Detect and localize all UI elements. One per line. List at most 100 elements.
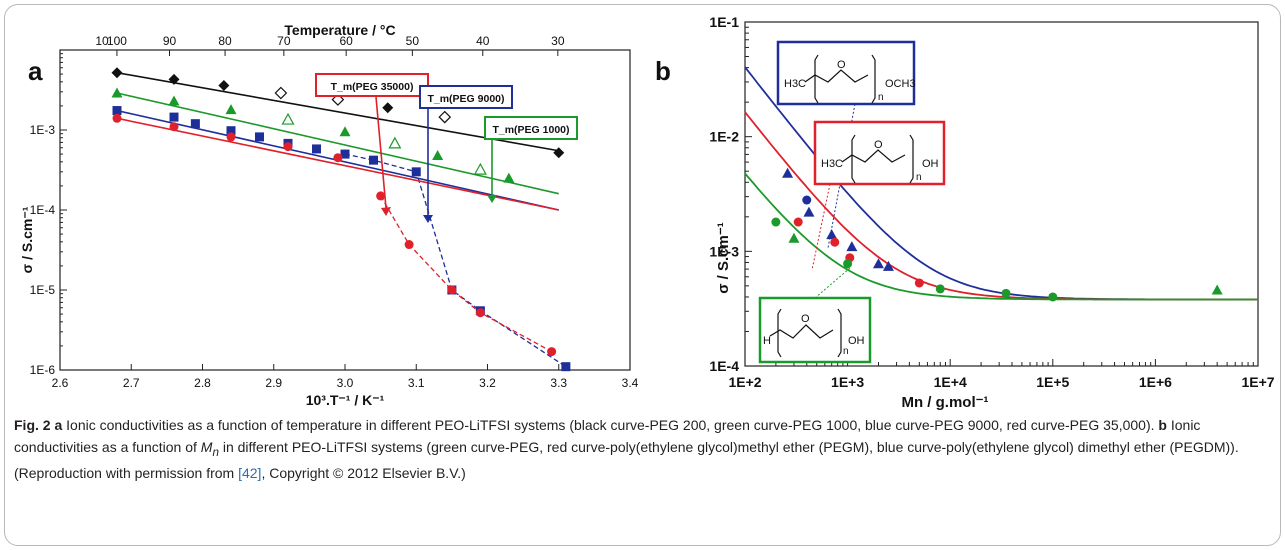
panel-a-data-point xyxy=(376,191,386,201)
panel-a-data-point xyxy=(226,126,236,136)
panel-a-data-point xyxy=(438,110,452,124)
panel-b-x-tick-label: 1E+2 xyxy=(728,374,761,390)
panel-a-axes-frame xyxy=(59,49,631,371)
panel-a-top-tick-label: 80 xyxy=(218,34,232,48)
panel-a-data-point xyxy=(340,149,350,159)
pegm-h3c-text: H3C xyxy=(821,158,843,170)
panel-b-x-axis-title: Mn / g.mol⁻¹ xyxy=(901,394,988,410)
panel-a-data-point xyxy=(112,106,122,116)
caption-b-label: b xyxy=(1158,417,1167,433)
panel-a-data-point xyxy=(281,112,295,125)
panel-a-data-point xyxy=(169,122,179,132)
peg-structure-box: H O n OH xyxy=(758,296,872,364)
panel-b-data-point xyxy=(802,195,812,205)
caption-mn-sub: n xyxy=(212,445,219,459)
pegm-oh-text: OH xyxy=(922,158,939,170)
panel-a-top-tick-label: 90 xyxy=(163,34,177,48)
panel-a-data-point xyxy=(475,308,485,318)
panel-b-data-point xyxy=(782,167,794,178)
panel-b-x-tick-label: 1E+3 xyxy=(831,374,864,390)
panel-a-y-tick-label: 1E-3 xyxy=(30,123,56,137)
panel-a-data-point xyxy=(226,132,236,142)
panel-a-data-point xyxy=(331,93,345,106)
panel-a-data-point xyxy=(447,285,457,295)
panel-a-data-point xyxy=(369,155,378,165)
caption-b-text-2: in different PEO-LiTFSI systems (green c… xyxy=(14,438,1239,481)
panel-b-data-point xyxy=(935,284,945,294)
panel-a-top-tick-label: 10 xyxy=(95,34,109,48)
panel-b-data-point xyxy=(843,259,853,269)
caption-tail: , Copyright © 2012 Elsevier B.V.) xyxy=(261,464,466,481)
panel-a-data-point xyxy=(283,142,293,152)
peg-n-text: n xyxy=(843,346,849,357)
panel-a-annotation-peg9000: T_m(PEG 9000) xyxy=(419,85,513,109)
panel-a-data-point xyxy=(312,144,321,154)
panel-b-y-axis-title: σ / S.cm⁻¹ xyxy=(715,222,732,294)
panel-a-data-point xyxy=(218,79,230,91)
panel-a-x-tick-label: 3.2 xyxy=(479,376,496,390)
caption-ref-link[interactable]: [42] xyxy=(238,464,262,481)
panel-a-x-tick-label: 2.6 xyxy=(52,376,69,390)
panel-a-data-point xyxy=(112,113,122,123)
panel-a-x-tick-label: 2.8 xyxy=(194,376,211,390)
panel-a-y-tick-label: 1E-6 xyxy=(30,363,56,377)
panel-b-y-tick-label: 1E-3 xyxy=(709,243,739,259)
panel-a-data-point xyxy=(255,132,264,142)
panel-a-annotation-peg35000: T_m(PEG 35000) xyxy=(315,73,429,97)
panel-b-fit-curve-peg xyxy=(744,172,1258,301)
panel-a: 2.6 2.7 2.8 2.9 3.0 3.1 3.2 3.3 3.4 1E-6 1E-5 1E-4 1… xyxy=(19,22,639,408)
panel-a-top-tick-label: 50 xyxy=(406,34,420,48)
panel-b-x-tick-label: 1E+7 xyxy=(1241,374,1274,390)
panel-a-top-tick-label: 30 xyxy=(551,34,565,48)
panel-a-data-point xyxy=(561,362,571,372)
panel-b-x-tick-label: 1E+5 xyxy=(1036,374,1069,390)
panel-a-data-point xyxy=(225,104,237,115)
peg-h-text: H xyxy=(763,335,771,347)
panel-a-data-point xyxy=(388,136,402,149)
panel-a-fit-line xyxy=(116,117,559,211)
pegdm-h3c-text: H3C xyxy=(784,78,806,90)
panel-a-data-point xyxy=(339,126,351,137)
panel-a-data-point xyxy=(111,67,123,79)
panel-a-data-point xyxy=(111,87,123,98)
panel-a-data-point xyxy=(553,147,565,159)
panel-a-y-tick-label: 1E-5 xyxy=(30,283,56,297)
panel-a-annotation-peg1000: T_m(PEG 1000) xyxy=(484,116,578,140)
panel-a-data-point xyxy=(473,162,487,175)
panel-a-arrowhead-peg35000 xyxy=(381,207,391,216)
panel-b-x-tick-label: 1E+4 xyxy=(934,374,967,390)
figure-frame xyxy=(4,4,1281,546)
panel-a-arrow-peg35000 xyxy=(375,96,387,209)
panel-b-data-point xyxy=(1001,288,1011,298)
caption-a-label: a xyxy=(54,417,63,433)
panel-b-data-point xyxy=(846,241,858,252)
panel-b-y-tick-label: 1E-2 xyxy=(709,129,739,145)
panel-a-top-axis-title: Temperature / °C xyxy=(284,22,395,38)
panel-b-data-point xyxy=(803,206,815,217)
panel-a-top-tick-label: 70 xyxy=(277,34,291,48)
pegdm-structure-box: H3C O n OCH3 xyxy=(776,40,916,106)
figure-caption: Fig. 2 a Ionic conductivities as a funct… xyxy=(14,415,1264,484)
panel-a-plot-area: 2.6 2.7 2.8 2.9 3.0 3.1 3.2 3.3 3.4 1E-6 1E-5 1E-4 1… xyxy=(30,34,639,390)
panel-a-data-point xyxy=(168,95,180,106)
caption-b-text-1: Ionic conductivities as a function of xyxy=(14,417,1201,455)
panel-a-top-tick-label: 40 xyxy=(476,34,490,48)
figure-panels: 2.6 2.7 2.8 2.9 3.0 3.1 3.2 3.3 3.41E-61E-51E-41… xyxy=(19,14,1275,410)
panel-a-arrowhead-peg9000 xyxy=(423,215,433,223)
panel-a-data-point xyxy=(168,73,180,85)
panel-b-y-tick-label: 1E-1 xyxy=(709,14,739,30)
panel-a-arrowhead-peg1000 xyxy=(487,195,497,203)
panel-a-top-tick-label: 100 xyxy=(107,34,127,48)
panel-b-leader-peg xyxy=(814,267,851,299)
pegdm-och3-text: OCH3 xyxy=(885,78,916,90)
panel-a-data-point xyxy=(547,347,557,357)
panel-a-data-point xyxy=(333,153,343,163)
panel-a-annotation-peg9000-text: T_m(PEG 9000) xyxy=(427,93,504,105)
panel-b-data-point xyxy=(771,217,781,227)
panel-b-data-point xyxy=(872,258,884,269)
pegm-o-text: O xyxy=(874,139,883,151)
panel-a-x-tick-label: 2.7 xyxy=(123,376,140,390)
panel-a-data-point xyxy=(503,172,515,183)
peg-oh-text: OH xyxy=(848,335,865,347)
panel-a-x-axis-title: 10³.T⁻¹ / K⁻¹ xyxy=(306,392,385,408)
